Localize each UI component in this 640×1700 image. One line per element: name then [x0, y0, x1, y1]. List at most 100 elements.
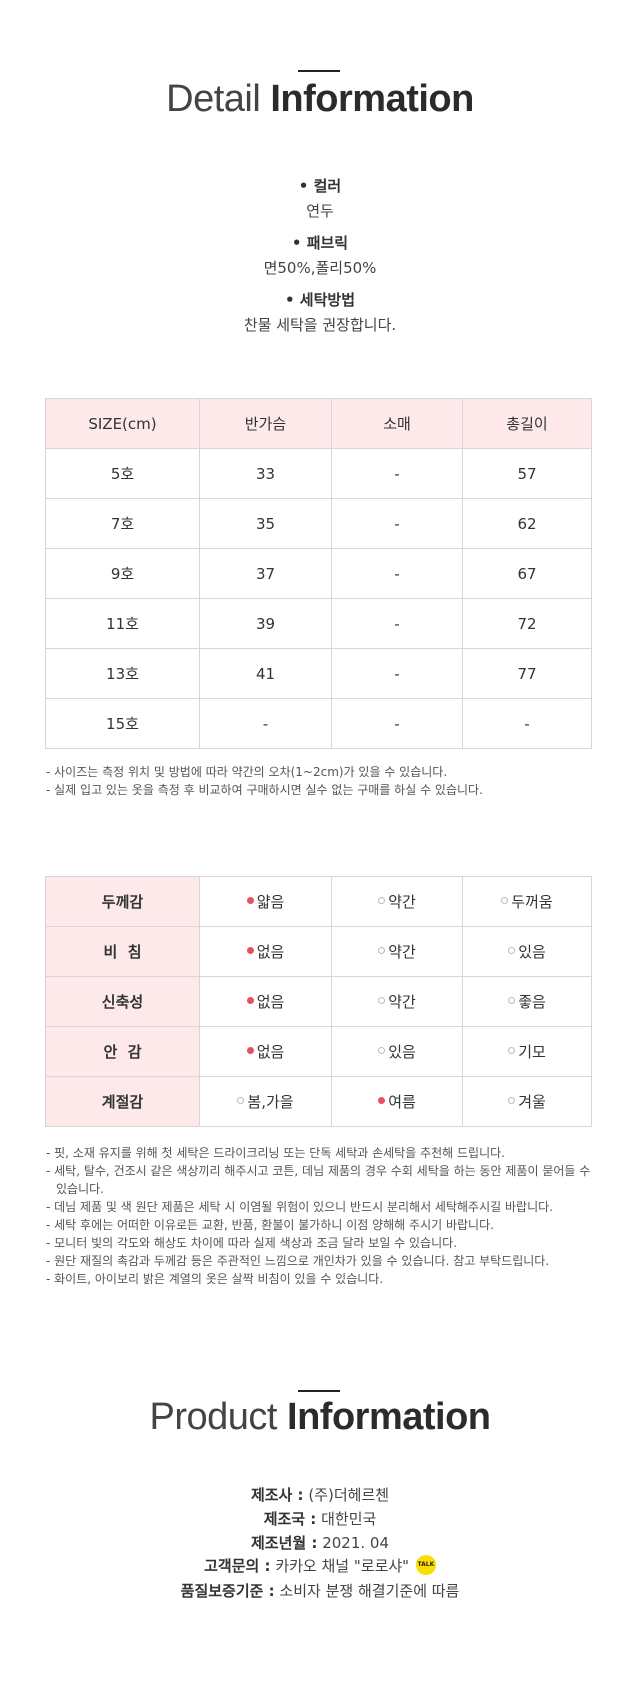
unselected-dot-icon [508, 947, 516, 954]
row-header: 신축성 [45, 976, 200, 1027]
size-cell: 13호 [45, 648, 200, 699]
option-cell: 약간 [331, 926, 463, 977]
selected-dot-icon [246, 997, 254, 1004]
info-val: 카카오 채널 "로로샤" [275, 1557, 410, 1575]
size-cell: 15호 [45, 698, 200, 749]
row-header: 안 감 [45, 1026, 200, 1077]
info-label: • 패브릭 [291, 234, 349, 252]
info-key: 품질보증기준 : [180, 1582, 275, 1600]
size-cell: 9호 [45, 548, 200, 599]
option-label: 약간 [388, 993, 416, 1011]
note-line: - 세탁, 탈수, 건조시 같은 색상끼리 해주시고 코튼, 데님 제품의 경우… [46, 1164, 591, 1196]
option-cell: 없음 [199, 976, 332, 1027]
table-cell: - [331, 648, 463, 699]
table-row: 신축성 없음 약간 좋음 [45, 976, 592, 1027]
info-value: 연두 [306, 202, 334, 220]
table-cell: 57 [462, 448, 592, 499]
contact-row: 고객문의 : 카카오 채널 "로로샤" TALK [0, 1554, 640, 1577]
info-val: 소비자 분쟁 해결기준에 따름 [279, 1582, 460, 1600]
selected-dot-icon [246, 947, 254, 954]
table-cell: - [331, 448, 463, 499]
option-cell: 여름 [331, 1076, 463, 1127]
table-row: 11호 39 - 72 [45, 598, 592, 649]
unselected-dot-icon [378, 947, 386, 954]
option-cell: 얇음 [199, 876, 332, 927]
row-header: 계절감 [45, 1076, 200, 1127]
table-cell: 41 [199, 648, 332, 699]
option-cell: 기모 [462, 1026, 592, 1077]
option-cell: 약간 [331, 876, 463, 927]
table-cell: 39 [199, 598, 332, 649]
option-label: 없음 [256, 1043, 285, 1061]
unselected-dot-icon [508, 1097, 516, 1104]
size-notes: - 사이즈는 측정 위치 및 방법에 따라 약간의 오차(1~2cm)가 있을 … [46, 763, 592, 799]
table-cell: 77 [462, 648, 592, 699]
note-line: - 세탁 후에는 어떠한 이유로든 교환, 반품, 환불이 불가하니 이점 양해… [46, 1218, 494, 1232]
unselected-dot-icon [378, 1047, 386, 1054]
info-key: 제조국 : [263, 1510, 317, 1528]
table-row: 5호 33 - 57 [45, 448, 592, 499]
info-value: 찬물 세탁을 권장합니다. [243, 316, 397, 334]
table-cell: 35 [199, 498, 332, 549]
info-val: 2021. 04 [322, 1534, 389, 1552]
note-line: - 실제 입고 있는 옷을 측정 후 비교하여 구매하시면 실수 없는 구매를 … [46, 783, 483, 797]
table-row: 15호 - - - [45, 698, 592, 749]
option-cell: 약간 [331, 976, 463, 1027]
washing-info: • 세탁방법 찬물 세탁을 권장합니다. [0, 289, 640, 335]
selected-dot-icon [246, 897, 254, 904]
info-value: 면50%,폴리50% [263, 259, 377, 277]
option-cell: 있음 [331, 1026, 463, 1077]
column-header: SIZE(cm) [45, 398, 200, 449]
date-row: 제조년월 : 2021. 04 [0, 1532, 640, 1553]
size-table-header: SIZE(cm) 반가슴 소매 총길이 [45, 398, 592, 449]
table-cell: 67 [462, 548, 592, 599]
unselected-dot-icon [508, 1047, 516, 1054]
table-cell: - [331, 498, 463, 549]
info-val: (주)더헤르첸 [308, 1486, 390, 1504]
unselected-dot-icon [378, 997, 386, 1004]
info-key: 제조사 : [250, 1486, 304, 1504]
table-cell: 72 [462, 598, 592, 649]
table-row: 비 침 없음 약간 있음 [45, 926, 592, 977]
size-cell: 11호 [45, 598, 200, 649]
column-header: 소매 [331, 398, 463, 449]
note-line: - 화이트, 아이보리 밝은 계열의 옷은 살짝 비침이 있을 수 있습니다. [46, 1272, 384, 1286]
country-row: 제조국 : 대한민국 [0, 1508, 640, 1529]
color-info: • 컬러 연두 [0, 175, 640, 221]
row-header: 두께감 [45, 876, 200, 927]
kakao-talk-icon[interactable]: TALK [415, 1554, 436, 1575]
row-header: 비 침 [45, 926, 200, 977]
option-label: 기모 [518, 1043, 546, 1061]
table-row: 안 감 없음 있음 기모 [45, 1026, 592, 1077]
table-row: 9호 37 - 67 [45, 548, 592, 599]
table-row: 계절감 봄,가을 여름 겨울 [45, 1076, 592, 1127]
table-cell: - [199, 698, 332, 749]
product-heading: Product Information [0, 1396, 640, 1439]
note-line: - 사이즈는 측정 위치 및 방법에 따라 약간의 오차(1~2cm)가 있을 … [46, 765, 448, 779]
option-label: 봄,가을 [247, 1093, 294, 1111]
option-label: 약간 [388, 943, 416, 961]
selected-dot-icon [246, 1047, 254, 1054]
option-cell: 봄,가을 [199, 1076, 332, 1127]
option-cell: 두꺼움 [462, 876, 592, 927]
table-cell: 33 [199, 448, 332, 499]
selected-dot-icon [378, 1097, 386, 1104]
manufacturer-row: 제조사 : (주)더헤르첸 [0, 1484, 640, 1505]
column-header: 반가슴 [199, 398, 332, 449]
unselected-dot-icon [378, 897, 386, 904]
option-cell: 있음 [462, 926, 592, 977]
table-cell: - [331, 598, 463, 649]
option-label: 없음 [256, 943, 285, 961]
warranty-row: 품질보증기준 : 소비자 분쟁 해결기준에 따름 [0, 1580, 640, 1601]
option-label: 겨울 [518, 1093, 546, 1111]
option-label: 두꺼움 [511, 893, 553, 911]
note-line: - 모니터 빛의 각도와 해상도 차이에 따라 실제 색상과 조금 달라 보일 … [46, 1236, 458, 1250]
option-cell: 겨울 [462, 1076, 592, 1127]
table-cell: - [331, 698, 463, 749]
info-label: • 컬러 [298, 177, 342, 195]
table-cell: - [331, 548, 463, 599]
heading-rule [298, 1390, 340, 1392]
product-heading-bold: Information [287, 1396, 491, 1438]
table-row: 13호 41 - 77 [45, 648, 592, 699]
